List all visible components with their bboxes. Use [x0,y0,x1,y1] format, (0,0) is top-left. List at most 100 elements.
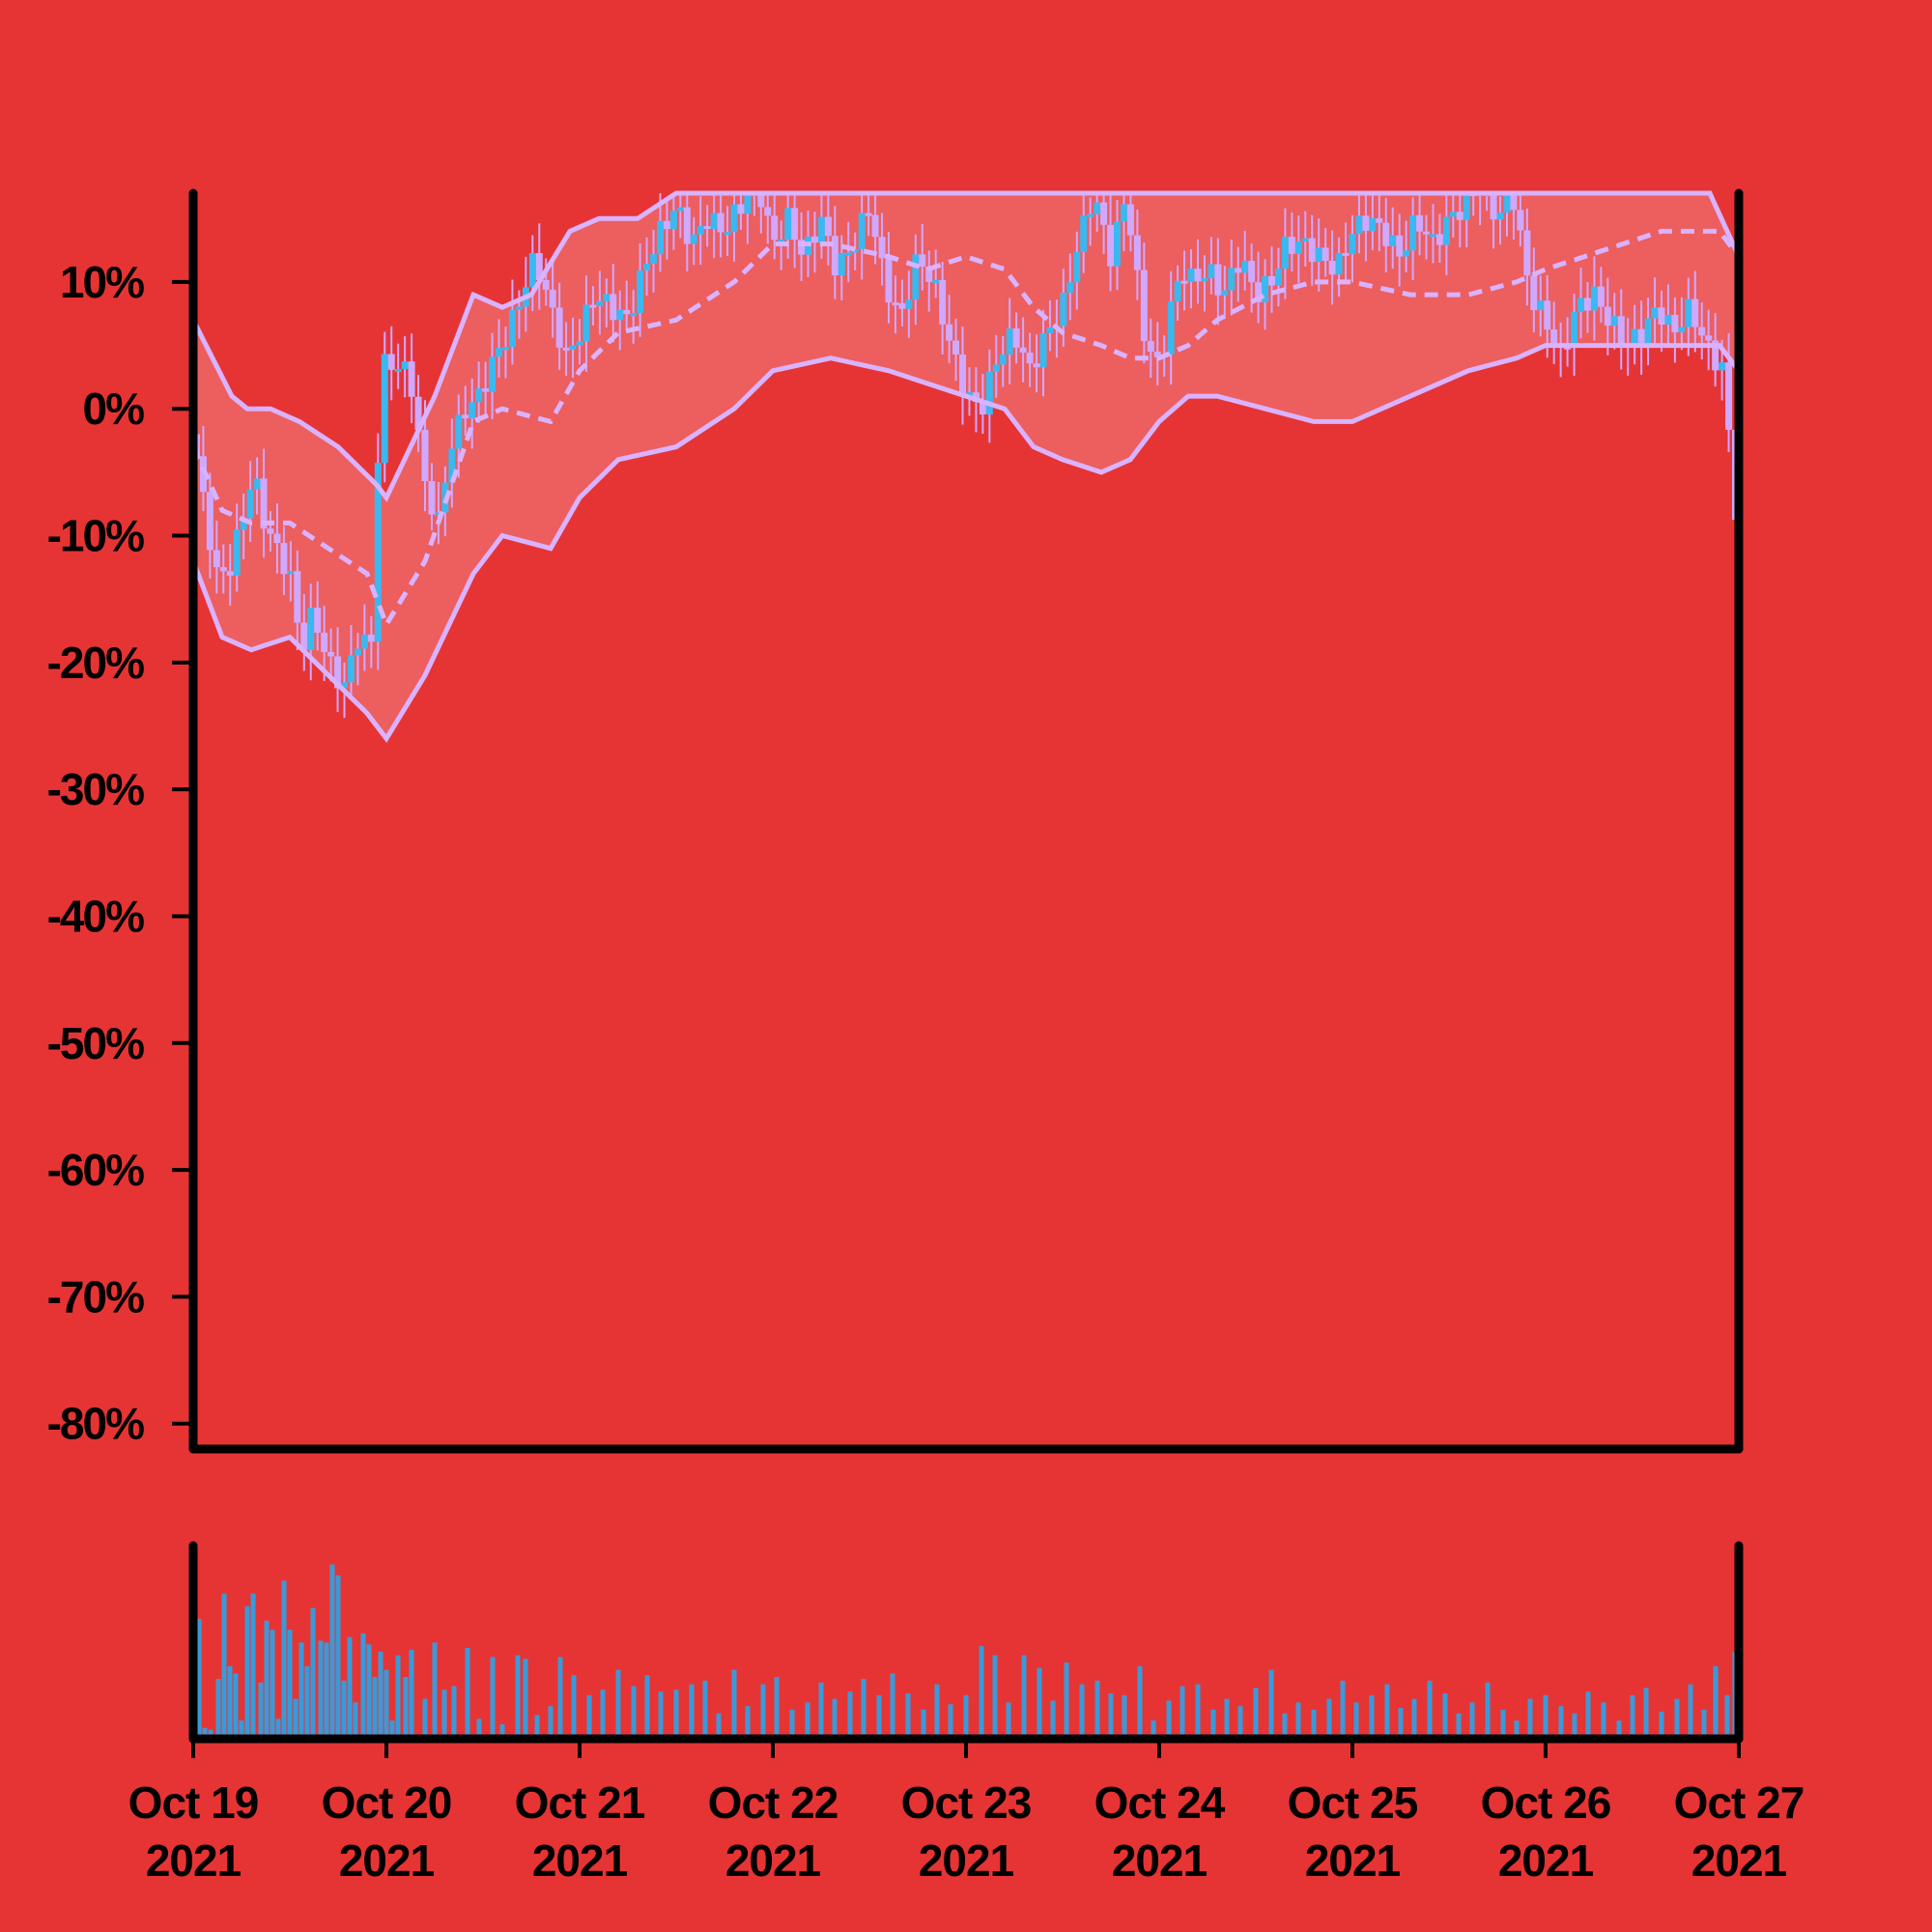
candle-body [1194,269,1202,282]
volume-bar [1037,1667,1042,1739]
volume-bar [403,1677,409,1739]
candle-body [435,512,442,516]
y-tick-label: -10% [47,511,144,561]
candle-body [892,302,899,306]
candle-body [1604,306,1611,327]
candle-body [1691,298,1699,327]
candle-body [1248,260,1256,283]
candle-body [1523,230,1531,276]
volume-bar [760,1684,766,1739]
x-tick-label-date: Oct 23 [901,1777,1032,1828]
candle-body [1362,215,1370,232]
y-tick-label: -20% [47,638,144,688]
volume-bar [1469,1702,1475,1739]
volume-bar [586,1694,592,1739]
x-tick-label-year: 2021 [1305,1835,1401,1886]
candle-body [1073,251,1081,283]
volume-bar [196,1618,202,1739]
volume-bar [534,1715,540,1739]
candle-body [1651,307,1659,319]
volume-bar [1050,1700,1056,1739]
volume-bar [876,1694,882,1739]
candle-body [1315,247,1322,263]
candle-body [999,354,1007,365]
x-tick-label-date: Oct 26 [1481,1777,1611,1828]
y-tick-label: -70% [47,1271,144,1321]
candle-body [992,364,1000,372]
volume-bar [716,1713,722,1739]
candle-body [1140,270,1148,342]
volume-bar [293,1698,298,1739]
candle-body [334,656,342,689]
volume-bar [298,1642,304,1739]
volume-bar [847,1691,853,1739]
candle-body [1335,252,1343,275]
volume-bar [963,1694,969,1739]
y-tick-label: -60% [47,1145,144,1195]
volume-bar [451,1686,457,1739]
volume-bar [1572,1713,1577,1739]
candle-body [374,463,382,642]
candle-body [1435,234,1443,245]
volume-bar [658,1691,664,1739]
volume-bar [1674,1698,1680,1739]
candle-body [676,207,684,212]
candle-body [932,279,940,283]
volume-bar [389,1720,395,1739]
candle-body [1094,202,1101,214]
volume-bar [1456,1713,1462,1739]
volume-bar [745,1706,751,1739]
volume-bar [702,1680,708,1739]
candle-body [267,528,274,534]
volume-bar [571,1675,577,1739]
candle-body [952,340,960,355]
candle-body [1235,268,1242,273]
candle-body [226,571,234,576]
candle-body [528,253,536,288]
volume-bar [250,1593,256,1739]
x-tick-label-year: 2021 [146,1835,242,1886]
volume-bar [221,1593,227,1739]
volume-bar [1398,1708,1404,1739]
candle-body [1214,264,1222,296]
candle-body [905,299,913,309]
candle-body [307,608,315,650]
candle-body [1294,242,1302,254]
candle-body [1208,264,1215,279]
volume-bar [1724,1694,1730,1739]
volume-bar [1369,1694,1375,1739]
candle-body [496,348,503,357]
candle-body [630,313,638,317]
candle-body [1349,234,1356,255]
candle-body [1577,298,1585,313]
volume-bar [1268,1669,1274,1739]
candle-body [778,239,785,242]
candle-body [1281,237,1289,270]
candle-body [1409,214,1417,251]
volume-bar [1326,1698,1332,1739]
candle-body [844,252,852,256]
volume-bar [1442,1693,1448,1739]
volume-bar [1643,1688,1649,1739]
x-tick-label-date: Oct 22 [708,1777,838,1828]
candle-body [1597,286,1605,307]
candle-body [1355,215,1363,235]
candle-body [555,307,563,348]
candle-body [408,361,415,397]
volume-bar [631,1686,637,1739]
y-tick-label: -80% [47,1399,144,1449]
candle-body [831,236,838,276]
x-tick-label-date: Oct 19 [128,1777,259,1828]
volume-bar [1485,1682,1491,1739]
volume-bar [548,1706,554,1739]
candle-body [1537,300,1545,311]
candle-body [482,388,490,392]
candle-body [1033,363,1040,368]
candle-body [381,354,388,464]
candle-body [1490,193,1497,220]
candle-body [690,234,697,244]
candle-body [610,294,617,321]
candle-body [1328,260,1336,275]
volume-bar [378,1651,384,1739]
volume-bar [992,1655,998,1739]
